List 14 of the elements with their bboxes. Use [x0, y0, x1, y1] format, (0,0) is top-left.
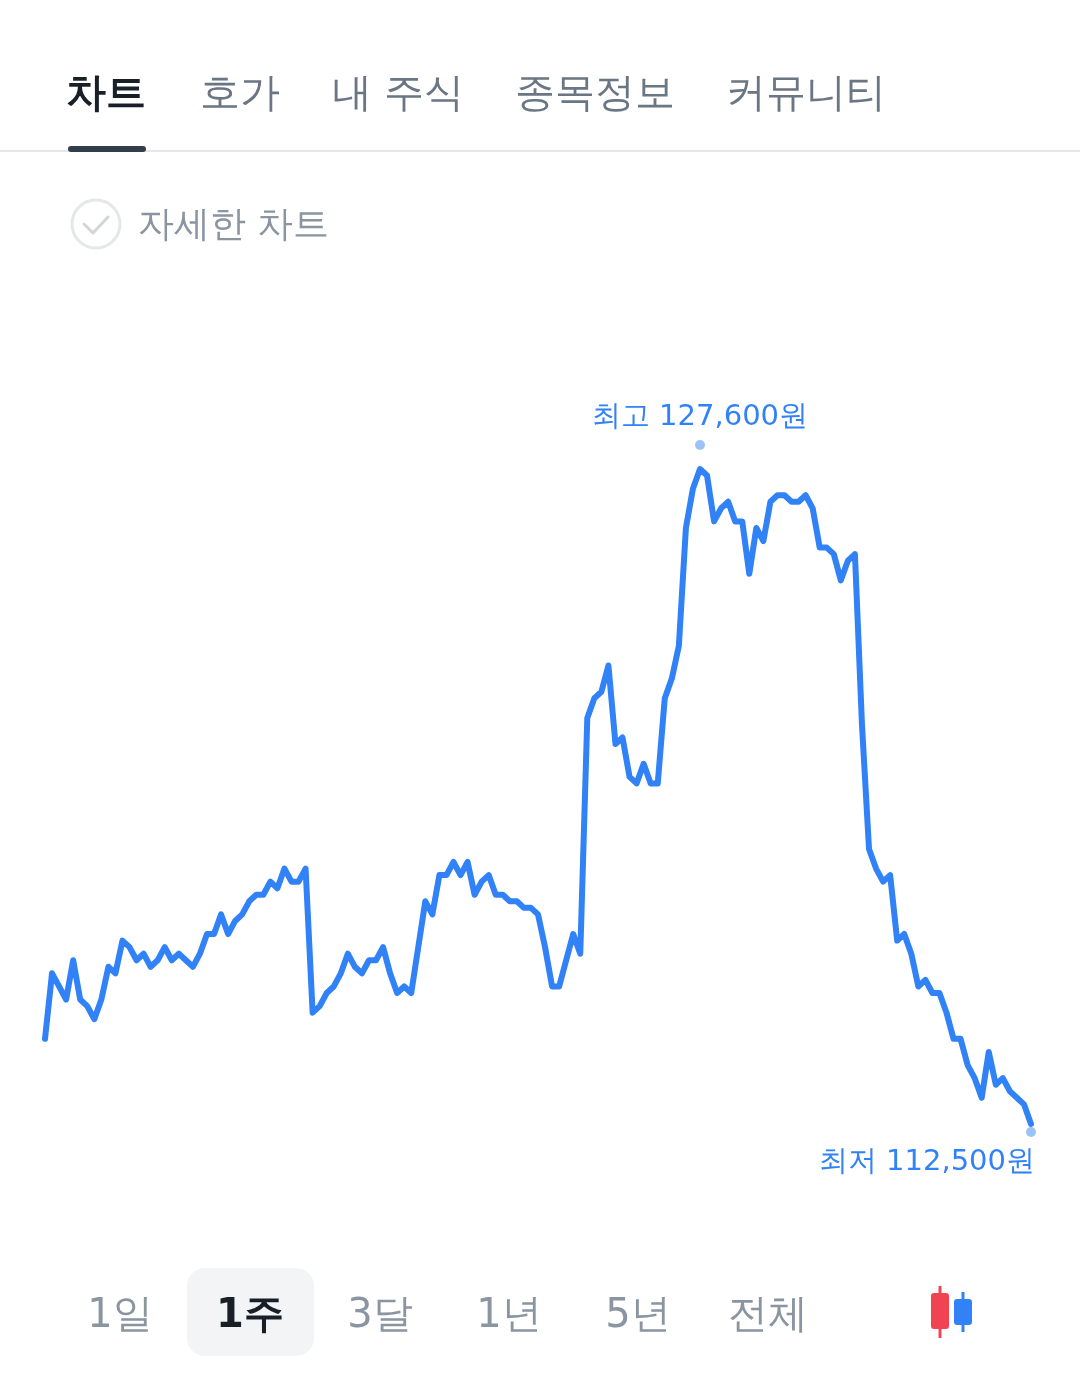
text: 1주 [216, 1290, 284, 1336]
text: 5년 [605, 1290, 671, 1336]
text: 최저 112,500원 [818, 1143, 1035, 1177]
text: 최고 127,600원 [591, 398, 809, 432]
text: 호가 [200, 69, 280, 115]
text: 1년 [476, 1290, 542, 1336]
text: 종목정보 [515, 69, 675, 115]
text: 내 주식 [331, 69, 465, 115]
text: 1일 [87, 1290, 153, 1336]
text: 전체 [728, 1290, 808, 1336]
text: 3달 [347, 1290, 413, 1336]
text: 차트 [66, 69, 146, 115]
text: 커뮤니티 [726, 69, 886, 115]
text: 자세한 차트 [138, 203, 330, 244]
